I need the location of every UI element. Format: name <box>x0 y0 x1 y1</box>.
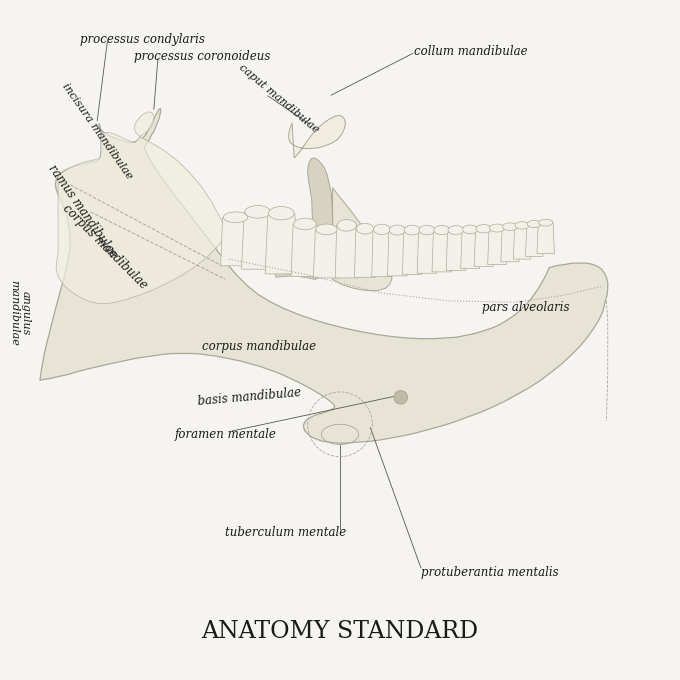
Polygon shape <box>56 112 228 303</box>
Polygon shape <box>488 228 507 265</box>
Text: ANATOMY STANDARD: ANATOMY STANDARD <box>201 620 479 643</box>
Ellipse shape <box>448 226 464 235</box>
Ellipse shape <box>294 218 316 230</box>
Polygon shape <box>220 217 250 266</box>
Circle shape <box>394 390 407 404</box>
Ellipse shape <box>223 212 248 222</box>
Text: caput mandibulae: caput mandibulae <box>237 63 321 135</box>
Polygon shape <box>446 230 466 271</box>
Text: incisura mandibulae: incisura mandibulae <box>61 81 134 181</box>
Polygon shape <box>273 247 318 279</box>
Polygon shape <box>461 229 479 269</box>
Ellipse shape <box>515 222 529 229</box>
Polygon shape <box>372 229 392 277</box>
Text: protuberantia mentalis: protuberantia mentalis <box>421 566 558 579</box>
Text: ramus mandibulae: ramus mandibulae <box>45 163 120 261</box>
Polygon shape <box>354 228 375 277</box>
Ellipse shape <box>404 225 420 235</box>
Polygon shape <box>432 230 452 272</box>
Polygon shape <box>40 109 608 443</box>
Text: foramen mentale: foramen mentale <box>175 428 277 441</box>
Ellipse shape <box>419 225 435 235</box>
Text: collum mandibulae: collum mandibulae <box>414 45 528 58</box>
Ellipse shape <box>476 224 492 233</box>
Ellipse shape <box>527 220 541 228</box>
Text: processus coronoideus: processus coronoideus <box>134 50 271 63</box>
Ellipse shape <box>390 225 405 235</box>
Polygon shape <box>335 225 358 278</box>
Polygon shape <box>307 158 333 279</box>
Text: corpus mandibulae: corpus mandibulae <box>61 202 150 292</box>
Polygon shape <box>537 222 554 254</box>
Text: tuberculum mentale: tuberculum mentale <box>225 526 347 539</box>
Polygon shape <box>291 224 319 277</box>
Polygon shape <box>526 224 543 256</box>
Text: angulus
mandibulae: angulus mandibulae <box>9 280 31 346</box>
Polygon shape <box>501 226 519 262</box>
Polygon shape <box>265 214 298 274</box>
Ellipse shape <box>490 224 505 232</box>
Polygon shape <box>289 116 345 158</box>
Polygon shape <box>388 230 407 276</box>
Ellipse shape <box>462 225 478 234</box>
Ellipse shape <box>434 226 450 235</box>
Ellipse shape <box>245 205 271 218</box>
Polygon shape <box>418 230 437 273</box>
Ellipse shape <box>337 220 356 231</box>
Polygon shape <box>313 229 340 278</box>
Ellipse shape <box>356 223 373 234</box>
Text: basis mandibulae: basis mandibulae <box>197 386 301 408</box>
Ellipse shape <box>316 224 337 235</box>
Text: pars alveolaris: pars alveolaris <box>481 301 569 314</box>
Polygon shape <box>333 188 392 291</box>
Ellipse shape <box>503 223 517 231</box>
Polygon shape <box>241 212 274 269</box>
Polygon shape <box>513 225 531 259</box>
Text: corpus mandibulae: corpus mandibulae <box>202 340 316 353</box>
Text: processus condylaris: processus condylaris <box>80 33 205 46</box>
Polygon shape <box>403 230 422 275</box>
Polygon shape <box>474 228 493 267</box>
Ellipse shape <box>373 224 390 235</box>
Ellipse shape <box>539 219 553 226</box>
Ellipse shape <box>269 207 294 220</box>
